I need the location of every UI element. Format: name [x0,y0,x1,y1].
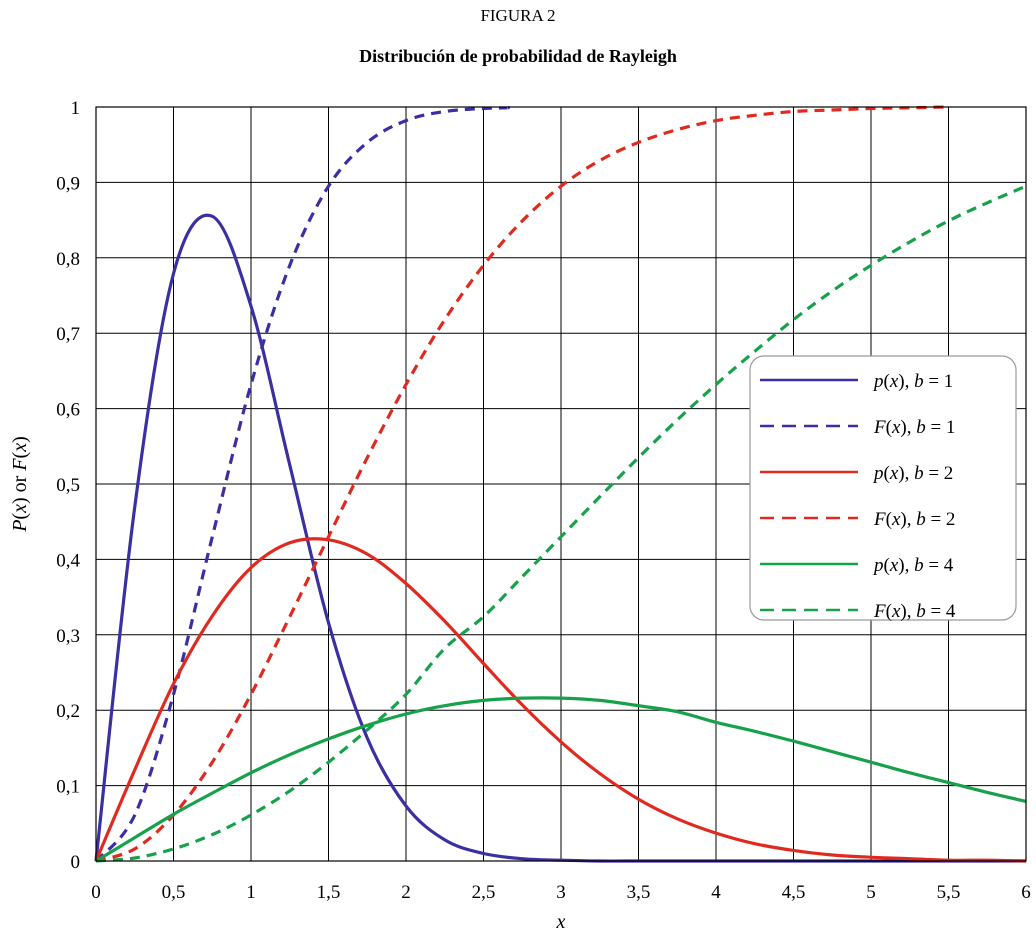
y-tick-label: 0 [71,852,81,873]
x-tick-label: 0 [91,882,101,903]
y-tick-label: 0,7 [56,324,80,345]
y-tick-label: 0,4 [56,550,80,571]
y-tick-label: 1 [71,98,81,119]
x-axis-label: x [556,911,566,933]
x-tick-label: 5 [866,882,876,903]
legend-box [749,355,1017,621]
x-tick-label: 6 [1021,882,1031,903]
series-line-2 [94,537,1027,863]
y-tick-label: 0,6 [56,400,80,421]
x-tick-label: 3,5 [627,882,651,903]
legend-label: p(x), b = 2 [872,463,953,484]
y-axis-label: P(x) or F(x) [9,436,31,533]
plot-frame [95,106,1027,862]
legend: p(x), b = 1 F(x), b = 1 p(x), b = 2 F(x), b… [749,355,1017,622]
y-tick-label: 0,9 [56,173,80,194]
x-tick-labels: 0 0,5 1 1,5 2 2,5 3 3,5 4 4,5 5 5,5 6 [91,882,1031,903]
y-tick-label: 0,5 [56,475,80,496]
chart-title: Distribución de probabilidad de Rayleigh [359,46,677,66]
y-tick-label: 0,8 [56,249,80,270]
x-tick-label: 4 [711,882,721,903]
series-line-4 [95,696,1027,863]
series-line-1 [94,105,511,863]
x-tick-label: 1,5 [317,882,341,903]
legend-label: F(x), b = 4 [873,601,956,622]
y-tick-labels: 0 0,1 0,2 0,3 0,4 0,5 0,6 0,7 0,8 0,9 1 [56,98,80,873]
y-tick-label: 0,1 [56,777,80,798]
legend-label: F(x), b = 1 [873,417,955,438]
x-tick-label: 0,5 [162,882,186,903]
y-tick-label: 0,2 [56,701,80,722]
series-line-5 [95,184,1027,863]
x-tick-label: 3 [556,882,566,903]
y-tick-label: 0,3 [56,626,80,647]
x-tick-label: 5,5 [937,882,961,903]
x-tick-label: 1 [246,882,256,903]
legend-label: p(x), b = 4 [872,555,954,576]
figure-label: FIGURA 2 [480,6,556,25]
x-tick-label: 2,5 [472,882,496,903]
legend-label: F(x), b = 2 [873,509,955,530]
legend-label: p(x), b = 1 [872,371,953,392]
x-tick-label: 2 [401,882,411,903]
x-tick-label: 4,5 [782,882,806,903]
